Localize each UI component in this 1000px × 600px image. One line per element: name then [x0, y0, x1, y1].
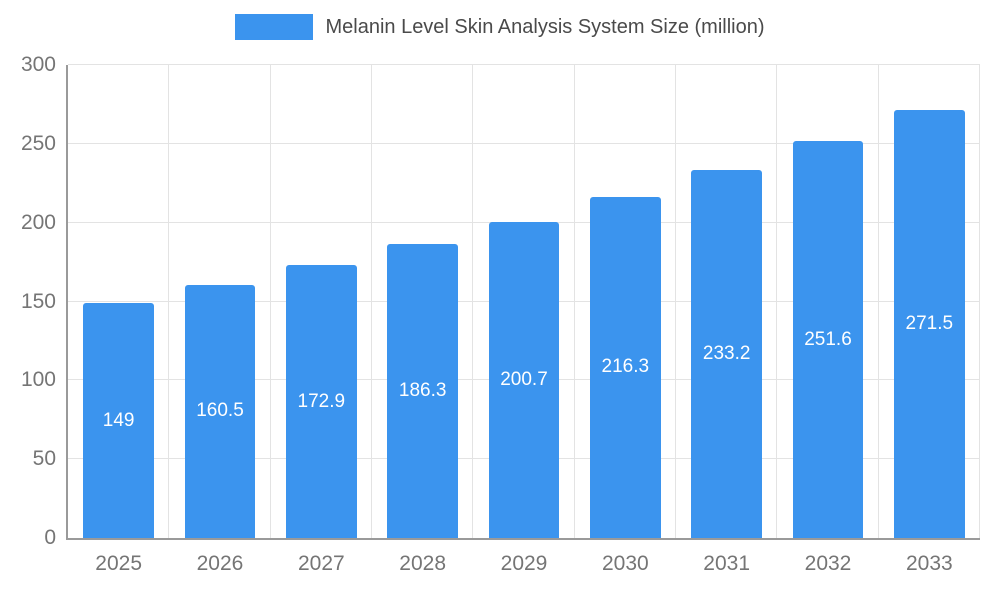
x-axis-tick-label: 2031 — [703, 552, 751, 575]
bar-value-label: 186.3 — [398, 380, 447, 402]
legend-swatch — [235, 14, 314, 40]
x-axis-tick-label: 2027 — [297, 552, 345, 575]
y-axis-tick-label: 100 — [20, 368, 56, 392]
bar-2029: 200.7 — [488, 221, 560, 538]
bar-2026: 160.5 — [184, 284, 256, 538]
bar-2032: 251.6 — [792, 141, 864, 538]
y-axis-tick-label: 200 — [20, 210, 56, 234]
vertical-gridline — [168, 65, 170, 538]
vertical-gridline — [472, 65, 474, 538]
bar-value-label: 233.2 — [702, 343, 751, 365]
bar-2028: 186.3 — [387, 244, 459, 538]
vertical-gridline — [370, 65, 372, 538]
y-axis-tick-label: 300 — [20, 53, 56, 76]
x-axis-tick-label: 2033 — [905, 552, 953, 575]
bar-2030: 216.3 — [589, 196, 661, 538]
bar-value-label: 271.5 — [905, 312, 954, 334]
x-axis-tick-label: 2025 — [95, 552, 143, 575]
vertical-gridline — [674, 65, 676, 538]
y-axis-tick-label: 0 — [44, 526, 56, 549]
horizontal-gridline — [68, 64, 980, 65]
y-axis-tick-label: 150 — [20, 289, 56, 313]
x-axis-tick-label: 2026 — [196, 552, 244, 575]
vertical-gridline — [573, 65, 575, 538]
vertical-gridline — [269, 65, 271, 538]
plot-area: 0 50 100 150 200 250 300 149 2025 160.5 2026 172.9 2… — [21, 53, 980, 575]
x-axis-tick-label: 2028 — [399, 552, 447, 575]
bar-value-label: 149 — [102, 409, 135, 431]
bar-2033: 271.5 — [893, 109, 965, 538]
x-axis-tick-label: 2030 — [601, 552, 649, 575]
x-axis-tick-label: 2032 — [804, 552, 852, 575]
bar-2027: 172.9 — [285, 265, 357, 538]
bar-2025: 149 — [83, 303, 155, 538]
vertical-gridline — [776, 65, 778, 538]
chart-title: Melanin Level Skin Analysis System Size … — [325, 15, 765, 38]
chart-legend: Melanin Level Skin Analysis System Size … — [0, 14, 1000, 40]
vertical-gridline — [979, 65, 980, 538]
bar-2031: 233.2 — [691, 170, 763, 538]
bar-value-label: 160.5 — [196, 400, 244, 422]
x-axis-tick-label: 2029 — [500, 552, 548, 575]
bar-value-label: 172.9 — [297, 390, 346, 412]
bar-value-label: 251.6 — [804, 328, 852, 350]
horizontal-gridline — [68, 142, 980, 144]
y-axis-tick-label: 50 — [32, 447, 56, 471]
vertical-gridline — [877, 65, 879, 538]
y-axis-tick-label: 250 — [20, 131, 56, 155]
bar-value-label: 216.3 — [601, 356, 650, 378]
bar-value-label: 200.7 — [500, 368, 548, 390]
